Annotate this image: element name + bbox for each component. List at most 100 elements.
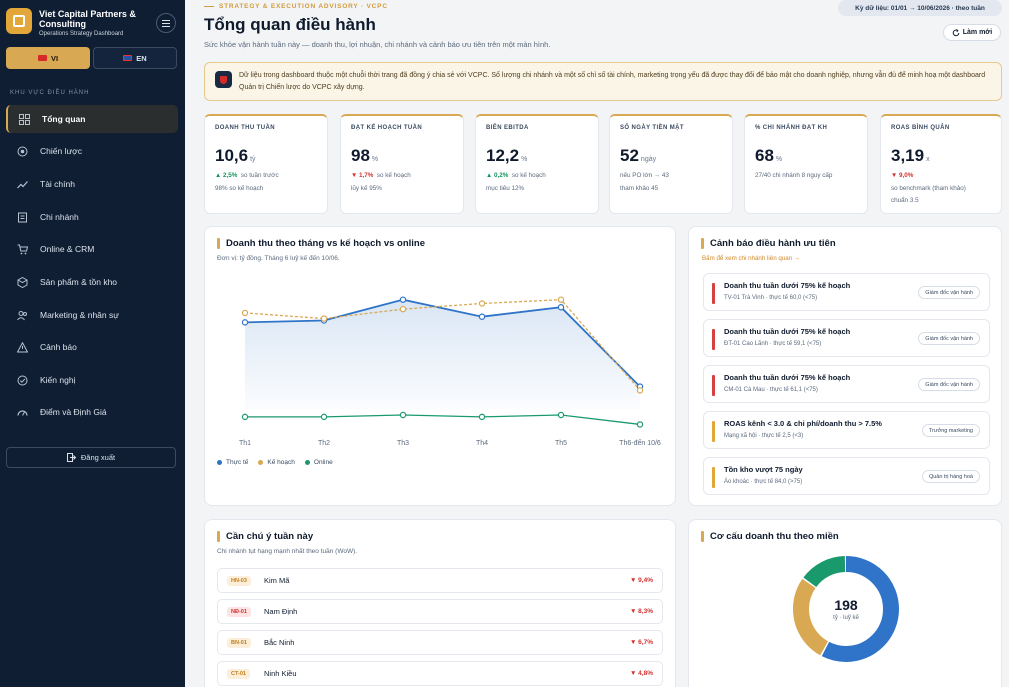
uk-flag-icon	[123, 55, 133, 61]
logout-button[interactable]: Đăng xuất	[6, 447, 176, 468]
kpi-label: BIÊN EBITDA	[486, 125, 529, 131]
branch-code: HN-03	[227, 576, 251, 586]
sidebar-item-label: Tổng quan	[42, 114, 86, 124]
alert-item[interactable]: Doanh thu tuần dưới 75% kế hoạch TV-01 T…	[703, 273, 990, 311]
series-line-1	[244, 299, 641, 391]
lang-vi-label: VI	[50, 53, 59, 63]
kpi-label: ROAS BÌNH QUÂN	[891, 125, 950, 131]
branch-change: ▼ 9,4%	[629, 577, 653, 584]
kpi-label: SỐ NGÀY TIỀN MẶT	[620, 125, 684, 131]
chart-legend: Thực tế Kế hoạch Online	[217, 459, 333, 466]
alert-owner-tag: Quản trị hàng hoá	[921, 470, 980, 483]
sidebar-item-label: Marketing & nhân sự	[40, 310, 119, 320]
sidebar-item-marketing-hr[interactable]: Marketing & nhân sự	[6, 301, 178, 329]
branch-change: ▼ 4,8%	[629, 670, 653, 677]
data-point	[320, 413, 328, 421]
alert-item[interactable]: Doanh thu tuần dưới 75% kế hoạch ĐT-01 C…	[703, 319, 990, 357]
sidebar-item-label: Sản phẩm & tồn kho	[40, 277, 118, 287]
sidebar-item-branches[interactable]: Chi nhánh	[6, 203, 178, 231]
alerts-card: Cảnh báo điều hành ưu tiên Bấm để xem ch…	[688, 226, 1002, 506]
page-title: Tổng quan điều hành	[204, 15, 376, 34]
kpi-card-branch-attainment[interactable]: % CHI NHÁNH ĐẠT KH 68% 27/40 chi nhánh 8…	[744, 114, 868, 214]
kpi-note: lũy kế 95%	[351, 185, 382, 192]
alert-item[interactable]: ROAS kênh < 3.0 & chi phí/doanh thu > 7.…	[703, 411, 990, 449]
grid-icon	[17, 112, 31, 126]
branch-change: ▼ 6,7%	[629, 639, 653, 646]
alert-title: Tồn kho vượt 75 ngày	[724, 465, 803, 474]
legend-item-actual[interactable]: Thực tế	[217, 459, 248, 466]
data-point	[478, 313, 486, 320]
lang-en-label: EN	[136, 53, 147, 63]
data-point	[399, 305, 407, 313]
logout-icon	[66, 453, 76, 462]
kpi-value: 98%	[351, 146, 379, 165]
watch-card: Cần chú ý tuần này Chi nhánh tụt hạng mạ…	[204, 519, 676, 687]
kpi-card-cash-days[interactable]: SỐ NGÀY TIỀN MẶT 52 ngày nếu PO lớn → 43 …	[609, 114, 733, 214]
watch-row[interactable]: NĐ-01 Nam Định ▼ 8,3%	[217, 599, 663, 624]
kpi-delta: ▼ 9,0%	[891, 172, 914, 179]
refresh-button[interactable]: Làm mới	[943, 24, 1001, 41]
kpi-card-roas[interactable]: ROAS BÌNH QUÂN 3,19 x ▼ 9,0% so benchmark…	[880, 114, 1002, 214]
lang-en-button[interactable]: EN	[93, 47, 177, 69]
legend-item-plan[interactable]: Kế hoạch	[258, 459, 295, 466]
sidebar-item-finance[interactable]: Tài chính	[6, 170, 178, 198]
card-title: Doanh thu theo tháng vs kế hoạch vs onli…	[217, 238, 425, 249]
kpi-note-2: chuẩn 3.5	[891, 197, 919, 204]
date-range-chip[interactable]: Kỳ dữ liệu: 01/01 → 10/06/2026 · theo tu…	[838, 0, 1002, 16]
branch-name: Ninh Kiều	[264, 669, 297, 678]
kpi-card-weekly-revenue[interactable]: DOANH THU TUẦN 10,6 tỷ ▲ 2,5% so tuần trư…	[204, 114, 328, 214]
data-point	[557, 411, 565, 419]
gauge-icon	[15, 405, 29, 419]
sidebar-item-score-valuation[interactable]: Điểm và Định Giá	[6, 398, 178, 426]
kpi-delta: 27/40 chi nhánh 8 nguy cấp	[755, 172, 833, 179]
legend-item-online[interactable]: Online	[304, 459, 333, 466]
building-icon	[15, 210, 29, 224]
kpi-note: mục tiêu 12%	[486, 185, 525, 192]
lang-vi-button[interactable]: VI	[6, 47, 90, 69]
alert-owner-tag: Trưởng marketing	[921, 424, 980, 437]
alert-detail: CM-01 Cà Mau · thực tế 61,1 (<75)	[724, 387, 818, 393]
data-point	[557, 304, 565, 311]
x-tick-label: Th1	[239, 440, 251, 447]
sidebar-item-recommendations[interactable]: Kiến nghị	[6, 366, 178, 394]
alert-item[interactable]: Tồn kho vượt 75 ngày Áo khoác · thực tế …	[703, 457, 990, 495]
check-circle-icon	[15, 373, 29, 387]
kpi-value: 3,19 x	[891, 146, 930, 165]
alerts-link[interactable]: Bấm để xem chi nhánh liên quan →	[702, 255, 801, 262]
sidebar-item-products-inventory[interactable]: Sản phẩm & tồn kho	[6, 268, 178, 296]
logout-label: Đăng xuất	[80, 453, 116, 462]
alert-owner-tag: Giám đốc vận hành	[918, 332, 980, 345]
kpi-value: 52 ngày	[620, 146, 657, 165]
data-point	[478, 300, 486, 307]
branch-code: BN-01	[227, 638, 251, 648]
sidebar-item-overview[interactable]: Tổng quan	[6, 105, 178, 133]
watch-row[interactable]: BN-01 Bắc Ninh ▼ 6,7%	[217, 630, 663, 655]
sidebar: Viet Capital Partners & Consulting Opera…	[0, 0, 185, 687]
page-eyebrow: STRATEGY & EXECUTION ADVISORY · VCPC	[204, 3, 388, 10]
warning-icon	[15, 340, 29, 354]
sidebar-item-label: Online & CRM	[40, 244, 95, 254]
kpi-value: 10,6 tỷ	[215, 146, 256, 165]
sidebar-item-strategy[interactable]: Chiến lược	[6, 137, 178, 165]
brand[interactable]: Viet Capital Partners & Consulting Opera…	[6, 8, 178, 40]
alert-item[interactable]: Doanh thu tuần dưới 75% kế hoạch CM-01 C…	[703, 365, 990, 403]
branch-change: ▼ 8,3%	[629, 608, 653, 615]
kpi-delta: ▲ 0,2% so kế hoạch	[486, 172, 546, 179]
watch-row[interactable]: HN-03 Kim Mã ▼ 9,4%	[217, 568, 663, 593]
card-title: Cần chú ý tuần này	[217, 531, 313, 542]
watch-row[interactable]: CT-01 Ninh Kiều ▼ 4,8%	[217, 661, 663, 686]
branch-name: Bắc Ninh	[264, 638, 295, 647]
alert-detail: Mạng xã hội · thực tế 2,5 (<3)	[724, 433, 804, 439]
notice-text: Dữ liệu trong dashboard thuộc một chuỗi …	[239, 72, 986, 91]
actual-area	[245, 299, 640, 410]
branch-name: Nam Định	[264, 607, 298, 616]
alert-owner-tag: Giám đốc vận hành	[918, 378, 980, 391]
kpi-card-weekly-plan[interactable]: ĐẠT KẾ HOẠCH TUẦN 98% ▼ 1,7% so kế hoạch…	[340, 114, 464, 214]
refresh-icon	[952, 28, 960, 36]
trend-icon	[15, 177, 29, 191]
menu-toggle-button[interactable]	[156, 13, 176, 33]
sidebar-item-alerts[interactable]: Cảnh báo	[6, 333, 178, 361]
sidebar-item-label: Cảnh báo	[40, 342, 77, 352]
kpi-card-ebitda-margin[interactable]: BIÊN EBITDA 12,2% ▲ 0,2% so kế hoạch mục…	[475, 114, 599, 214]
sidebar-item-online-crm[interactable]: Online & CRM	[6, 235, 178, 263]
